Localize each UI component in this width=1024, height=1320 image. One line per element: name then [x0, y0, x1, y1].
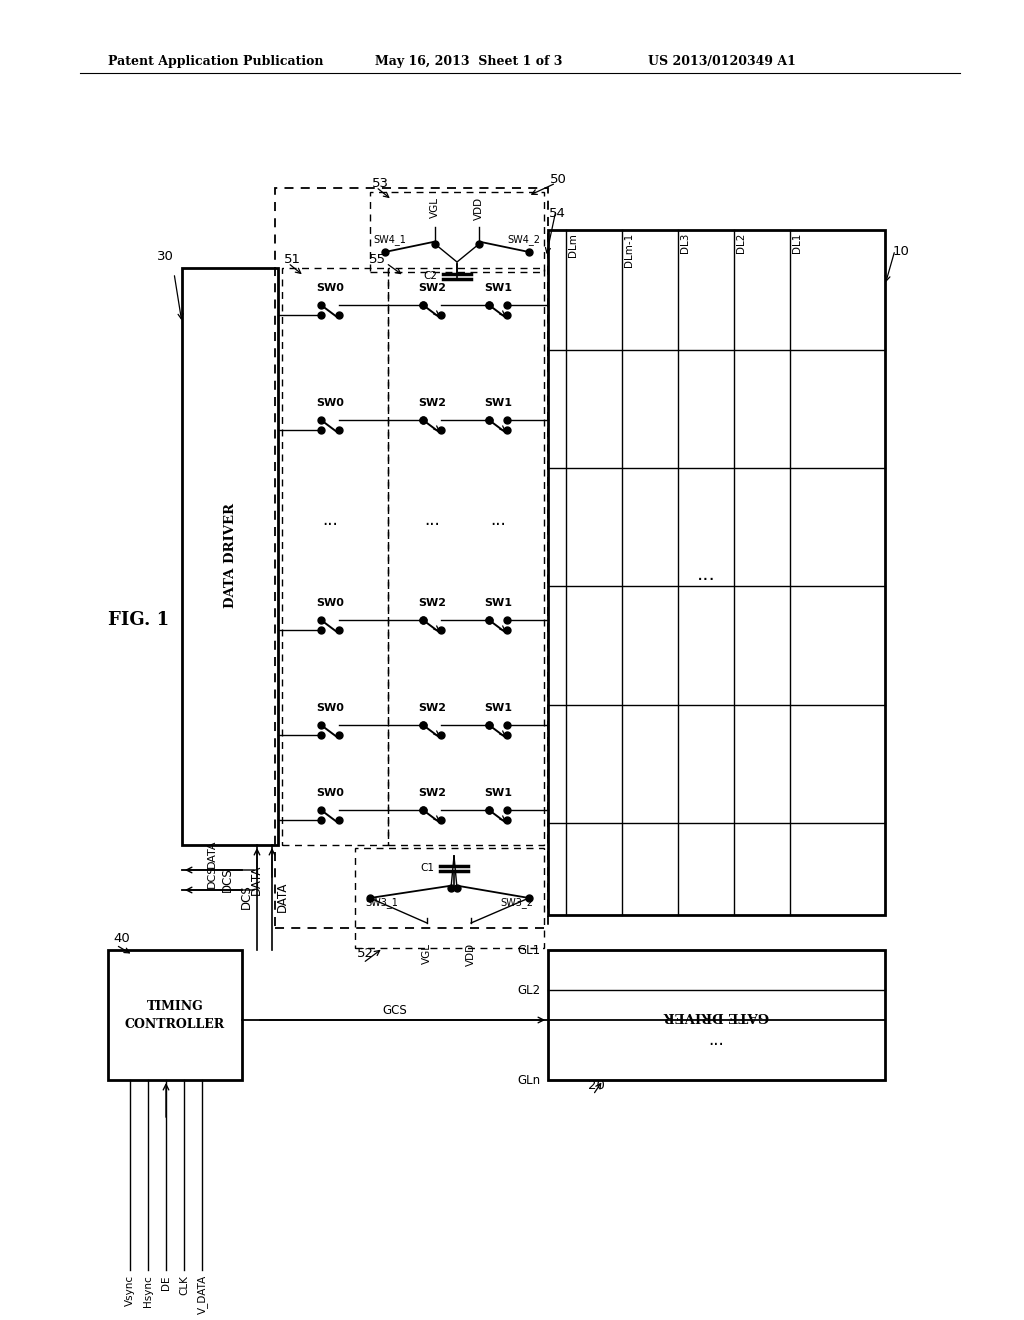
- Text: SW2: SW2: [418, 704, 446, 713]
- Text: SW3_2: SW3_2: [501, 898, 534, 908]
- Text: GLn: GLn: [517, 1073, 540, 1086]
- Text: DATA DRIVER: DATA DRIVER: [223, 503, 237, 609]
- Text: DL1: DL1: [792, 234, 802, 253]
- Text: ...: ...: [696, 565, 716, 585]
- Text: DLm: DLm: [568, 234, 578, 257]
- Text: 52: 52: [357, 946, 374, 960]
- Text: SW2: SW2: [418, 282, 446, 293]
- Text: VDD: VDD: [466, 942, 476, 966]
- Text: SW1: SW1: [484, 704, 512, 713]
- Text: C1: C1: [420, 863, 434, 873]
- Text: SW4_2: SW4_2: [508, 234, 541, 246]
- Text: DL2: DL2: [736, 234, 746, 253]
- Text: TIMING
CONTROLLER: TIMING CONTROLLER: [125, 999, 225, 1031]
- Text: 54: 54: [549, 207, 566, 220]
- Text: ...: ...: [490, 511, 506, 529]
- Text: FIG. 1: FIG. 1: [108, 611, 169, 630]
- Text: 53: 53: [372, 177, 389, 190]
- Text: VGL: VGL: [422, 942, 432, 964]
- Text: ...: ...: [323, 511, 338, 529]
- Text: Hsync: Hsync: [143, 1275, 153, 1307]
- Text: GL1: GL1: [517, 944, 540, 957]
- Text: SW1: SW1: [484, 598, 512, 609]
- Text: DCS: DCS: [221, 867, 234, 892]
- Text: C2: C2: [423, 271, 437, 281]
- Text: DE: DE: [161, 1275, 171, 1290]
- Text: GATE DRIVER: GATE DRIVER: [664, 1008, 769, 1022]
- Text: 51: 51: [284, 253, 301, 267]
- Bar: [355, 847, 544, 948]
- Text: SW2: SW2: [418, 598, 446, 609]
- Text: SW1: SW1: [484, 282, 512, 293]
- Bar: [388, 268, 544, 845]
- Text: VDD: VDD: [474, 197, 484, 220]
- Bar: [370, 191, 544, 272]
- Text: SW0: SW0: [316, 282, 344, 293]
- Text: DATA: DATA: [250, 865, 263, 895]
- Text: May 16, 2013  Sheet 1 of 3: May 16, 2013 Sheet 1 of 3: [375, 55, 562, 69]
- Text: SW4_1: SW4_1: [374, 234, 407, 246]
- Text: 50: 50: [550, 173, 567, 186]
- Text: V_DATA: V_DATA: [197, 1275, 208, 1315]
- Text: Patent Application Publication: Patent Application Publication: [108, 55, 324, 69]
- Text: GL2: GL2: [517, 983, 540, 997]
- Bar: [108, 950, 242, 1080]
- Text: DATA: DATA: [276, 882, 289, 912]
- Text: SW0: SW0: [316, 598, 344, 609]
- Text: SW0: SW0: [316, 704, 344, 713]
- Text: SW0: SW0: [316, 399, 344, 408]
- Text: GCS: GCS: [383, 1005, 408, 1016]
- Bar: [182, 268, 278, 845]
- Text: DL3: DL3: [680, 234, 690, 253]
- Text: DCS: DCS: [207, 865, 217, 888]
- Text: SW2: SW2: [418, 399, 446, 408]
- Text: CLK: CLK: [179, 1275, 189, 1295]
- Text: 55: 55: [369, 253, 386, 267]
- Text: US 2013/0120349 A1: US 2013/0120349 A1: [648, 55, 796, 69]
- Text: SW2: SW2: [418, 788, 446, 799]
- Text: DCS: DCS: [240, 884, 253, 909]
- Text: DATA: DATA: [207, 840, 217, 869]
- Text: Vsync: Vsync: [125, 1275, 135, 1305]
- Bar: [275, 187, 548, 928]
- Bar: [548, 230, 885, 915]
- Text: ...: ...: [709, 1031, 724, 1049]
- Text: SW1: SW1: [484, 399, 512, 408]
- Text: ...: ...: [424, 511, 440, 529]
- Text: 40: 40: [113, 932, 130, 945]
- Text: VGL: VGL: [430, 197, 440, 218]
- Text: 20: 20: [588, 1078, 605, 1092]
- Text: 30: 30: [157, 249, 174, 263]
- Text: DLm-1: DLm-1: [624, 234, 634, 267]
- Bar: [282, 268, 388, 845]
- Text: SW1: SW1: [484, 788, 512, 799]
- Text: SW3_1: SW3_1: [366, 898, 398, 908]
- Bar: [548, 950, 885, 1080]
- Text: 10: 10: [893, 246, 910, 257]
- Text: SW0: SW0: [316, 788, 344, 799]
